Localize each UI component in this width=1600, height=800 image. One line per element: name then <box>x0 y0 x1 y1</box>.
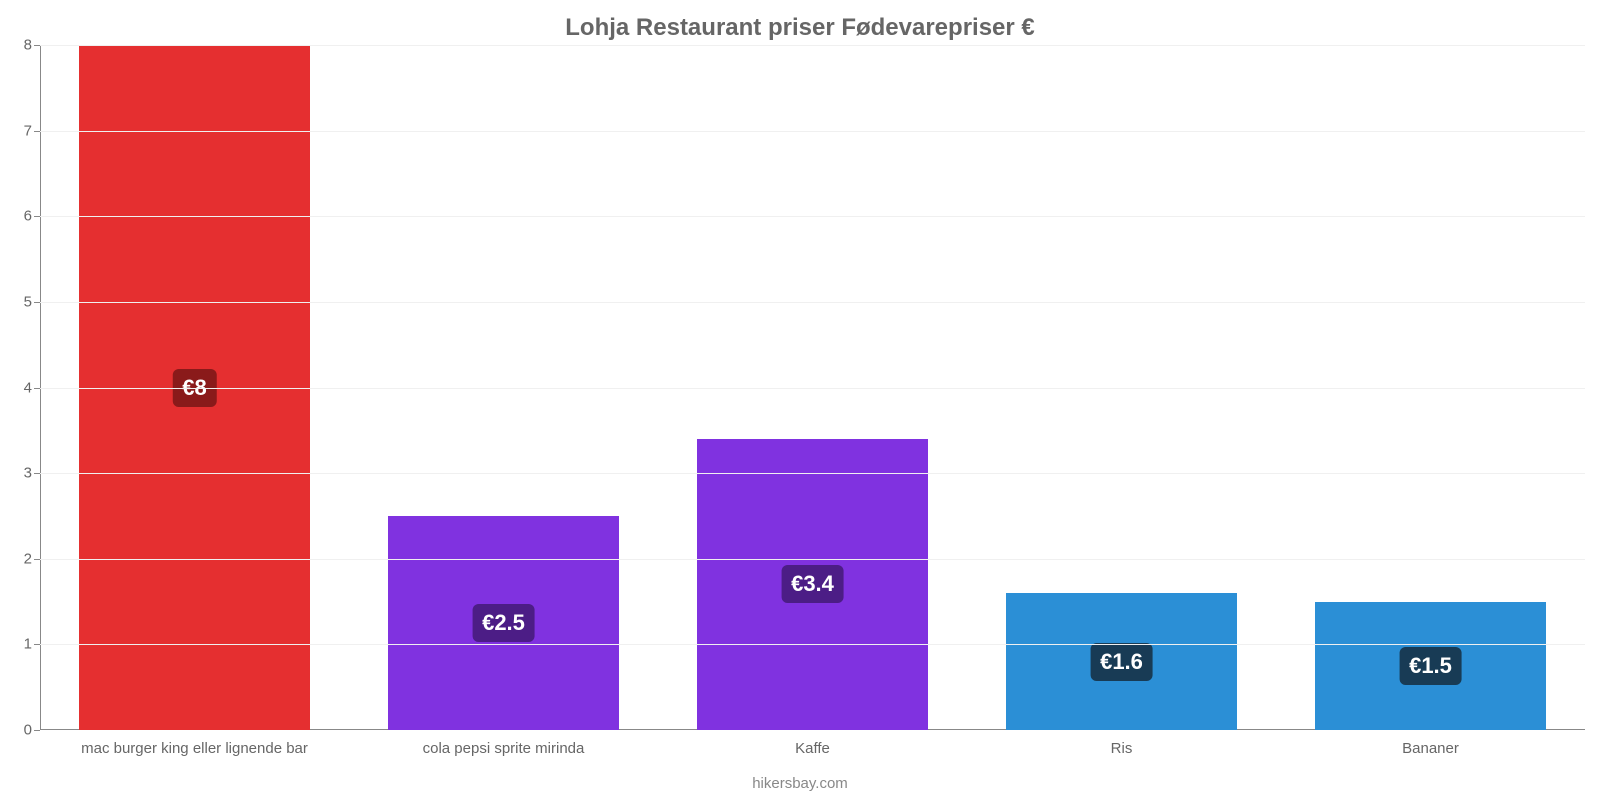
y-tick-label: 4 <box>24 379 40 396</box>
x-tick-label: mac burger king eller lignende bar <box>81 740 308 757</box>
grid-line <box>40 388 1585 389</box>
y-tick-label: 7 <box>24 122 40 139</box>
plot-area: €8€2.5€3.4€1.6€1.5 012345678 <box>40 45 1585 730</box>
grid-line <box>40 473 1585 474</box>
bar-value-badge: €1.5 <box>1399 647 1462 685</box>
grid-line <box>40 45 1585 46</box>
y-tick-label: 0 <box>24 722 40 739</box>
x-tick-label: Bananer <box>1402 740 1459 757</box>
x-tick-label: Kaffe <box>795 740 830 757</box>
y-tick-label: 1 <box>24 636 40 653</box>
grid-line <box>40 216 1585 217</box>
x-labels: mac burger king eller lignende bar cola p… <box>40 740 1585 764</box>
price-chart: Lohja Restaurant priser Fødevarepriser €… <box>0 0 1600 800</box>
x-tick-label: Ris <box>1111 740 1133 757</box>
y-tick-label: 8 <box>24 37 40 54</box>
bar: €1.5 <box>1315 602 1547 730</box>
bar: €1.6 <box>1006 593 1238 730</box>
y-tick-label: 3 <box>24 465 40 482</box>
grid-line <box>40 302 1585 303</box>
bar-value-badge: €2.5 <box>472 604 535 642</box>
y-tick-label: 6 <box>24 208 40 225</box>
chart-title: Lohja Restaurant priser Fødevarepriser € <box>0 0 1600 42</box>
bar-value-badge: €3.4 <box>781 565 844 603</box>
grid-line <box>40 644 1585 645</box>
bar: €3.4 <box>697 439 929 730</box>
grid-line <box>40 131 1585 132</box>
y-tick-label: 2 <box>24 550 40 567</box>
grid-line <box>40 559 1585 560</box>
y-tick-label: 5 <box>24 293 40 310</box>
bar-value-badge: €1.6 <box>1090 643 1153 681</box>
chart-footer: hikersbay.com <box>0 775 1600 792</box>
bar: €2.5 <box>388 516 620 730</box>
x-tick-label: cola pepsi sprite mirinda <box>423 740 585 757</box>
